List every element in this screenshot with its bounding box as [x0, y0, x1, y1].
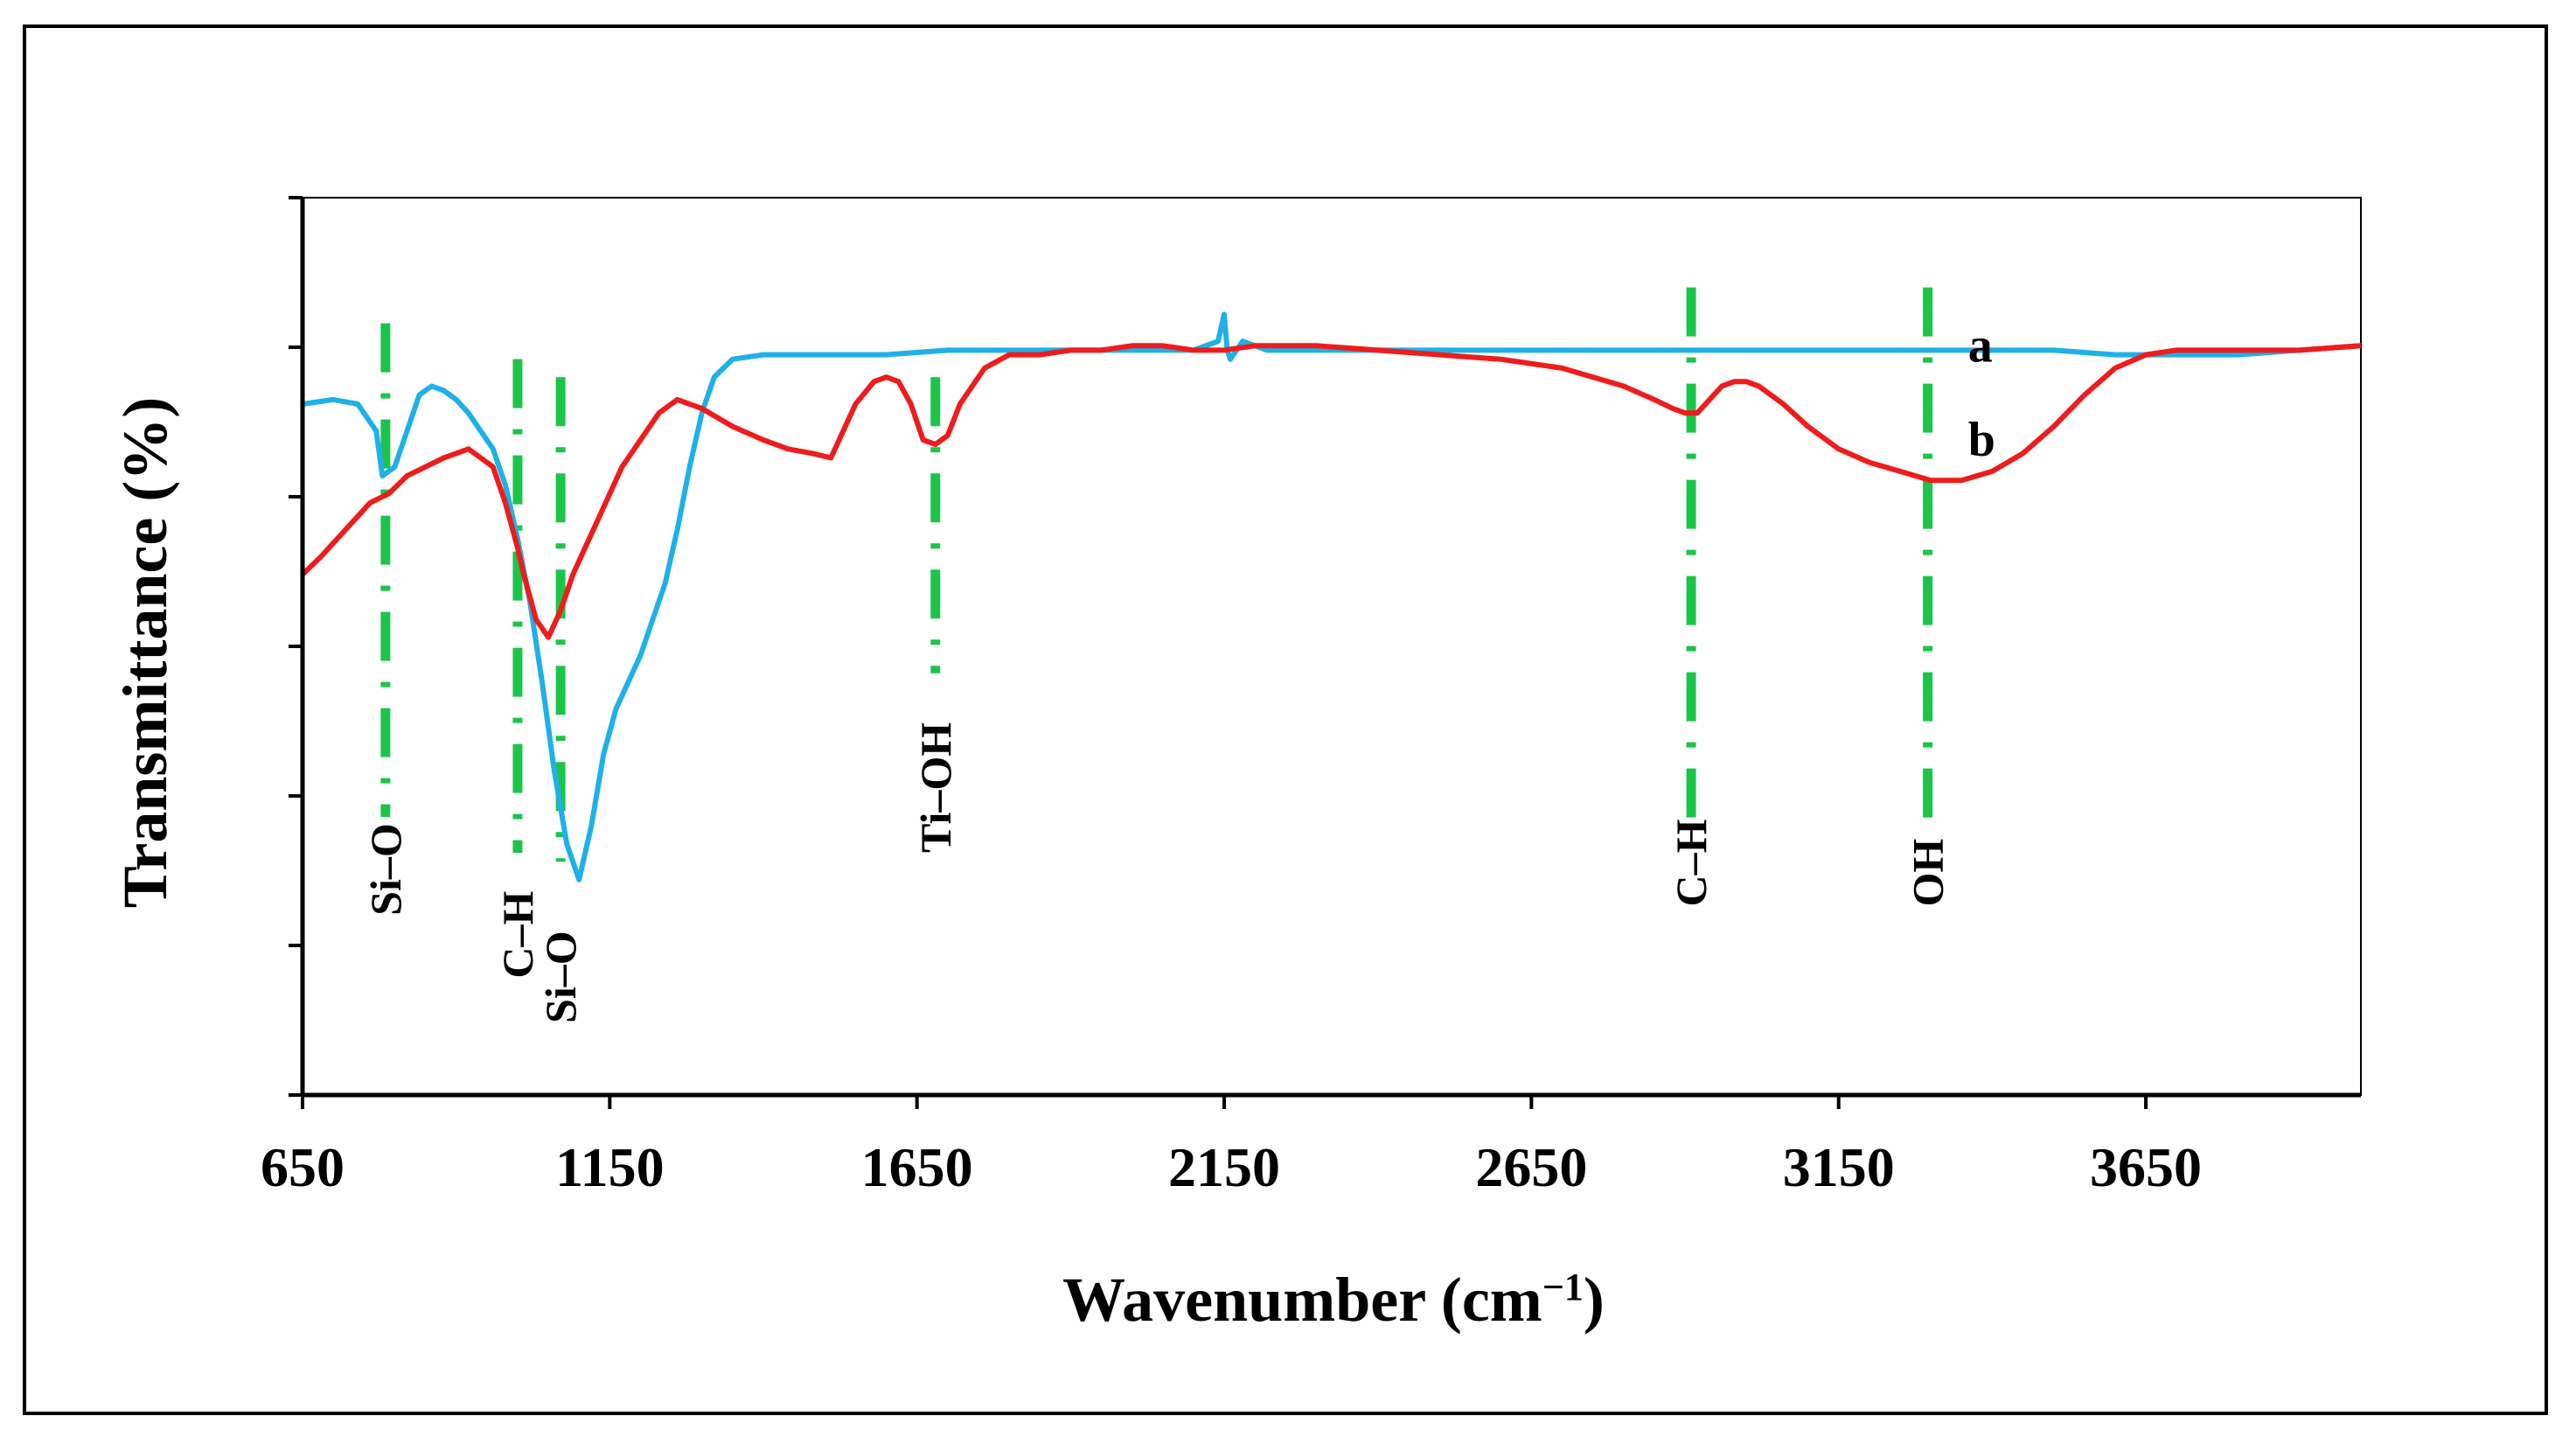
series-line-a: [302, 311, 2362, 882]
x-tick-label-1: 1150: [555, 1136, 664, 1198]
plot-area: [302, 197, 2362, 1096]
band-label-1: C–H: [493, 891, 542, 979]
axes: 650 1150 1650 2150 2650 3150 3650: [261, 196, 2361, 1198]
band-label-3: Ti–OH: [911, 722, 960, 853]
band-label-2: Si–O: [536, 931, 585, 1023]
series-line-b: [300, 343, 2362, 640]
x-axis-title-main: Wavenumber (cm: [1062, 1265, 1542, 1335]
x-tick-label-6: 3650: [2090, 1136, 2202, 1198]
band-label-0: Si–O: [361, 823, 410, 916]
band-label-4: C–H: [1667, 819, 1716, 906]
x-axis-title-exponent: −1: [1542, 1266, 1584, 1308]
series-label-b: b: [1968, 413, 1995, 467]
x-tick-label-2: 1650: [861, 1136, 973, 1198]
x-tick-label-0: 650: [261, 1136, 345, 1198]
series-label-a: a: [1968, 318, 1993, 373]
x-axis-title-close: ): [1584, 1265, 1605, 1335]
band-annotations: Si–OC–HSi–OTi–OHC–H OH: [361, 287, 1953, 1023]
y-axis-title: Transmittance (%): [110, 397, 180, 909]
figure-frame: [23, 24, 2548, 1415]
x-axis-title: Wavenumber (cm−1): [1062, 1265, 1605, 1335]
plot-border: [302, 197, 2362, 1096]
spectra-series: ab: [300, 311, 2362, 882]
x-tick-label-4: 2650: [1475, 1136, 1587, 1198]
x-tick-label-5: 3150: [1783, 1136, 1895, 1198]
band-label-5: OH: [1904, 839, 1953, 907]
x-tick-label-3: 2150: [1168, 1136, 1280, 1198]
